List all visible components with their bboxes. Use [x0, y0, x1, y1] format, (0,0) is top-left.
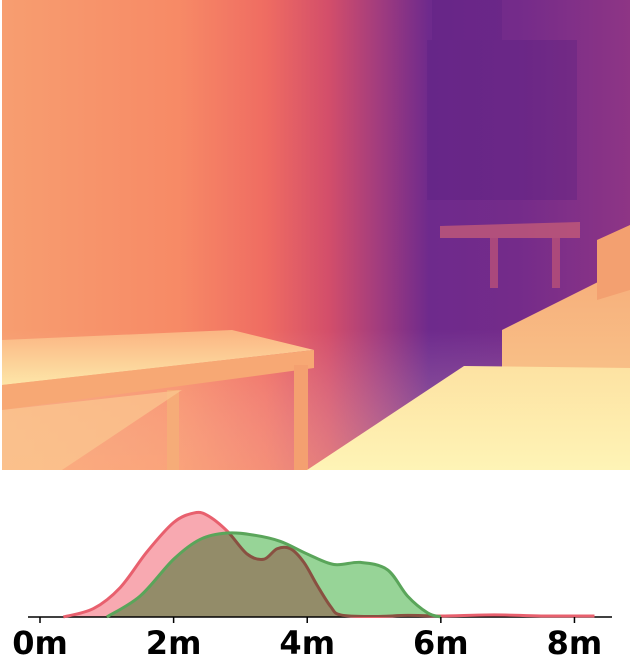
- x-tick-label-3: 6m: [413, 624, 469, 662]
- series-2-area: [106, 532, 441, 617]
- series-2-line: [106, 531, 442, 619]
- x-tick-label-1: 2m: [146, 624, 202, 662]
- depth-map-image: [2, 0, 630, 470]
- x-tick-label-0: 0m: [12, 624, 68, 662]
- depth-distribution-chart: 0m 2m 4m 6m 8m: [12, 510, 612, 662]
- x-tick-label-4: 8m: [547, 624, 603, 662]
- x-tick-label-2: 4m: [279, 624, 335, 662]
